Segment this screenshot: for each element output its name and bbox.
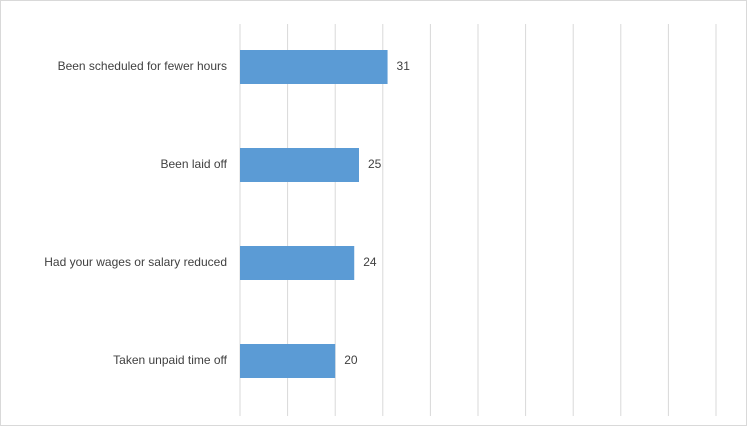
value-label: 25 [368, 157, 382, 171]
bar [240, 246, 355, 280]
y-tick-label: Been scheduled for fewer hours [58, 59, 227, 73]
y-tick-label: Been laid off [161, 157, 228, 171]
bar [240, 148, 359, 182]
y-tick-label: Taken unpaid time off [113, 353, 228, 367]
bar [240, 344, 336, 378]
value-label: 20 [344, 353, 358, 367]
value-label: 31 [397, 59, 411, 73]
y-tick-label: Had your wages or salary reduced [44, 255, 227, 269]
value-label: 24 [363, 255, 377, 269]
bar [240, 50, 388, 84]
